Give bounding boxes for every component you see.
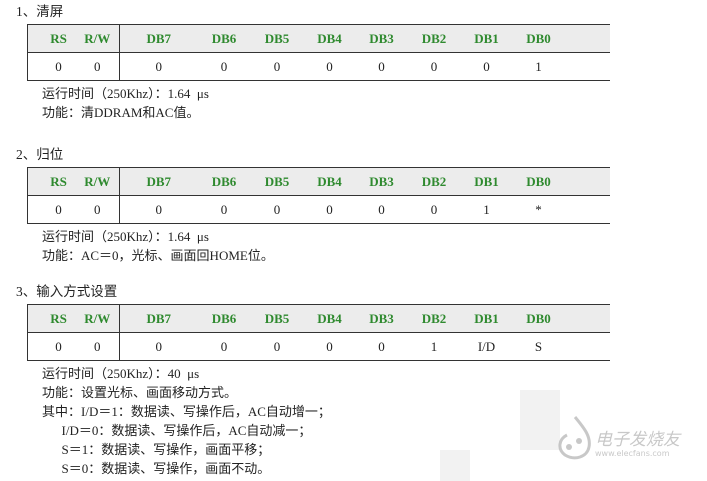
header-row: RS R/W DB7 DB6 DB5 DB4 DB3 DB2 DB1 DB0 bbox=[27, 304, 610, 333]
bit-value: 0 bbox=[119, 332, 198, 361]
description-line: I/D＝0：数据读、写操作后，AC自动减一； bbox=[42, 423, 312, 438]
bit-value: 1 bbox=[512, 52, 565, 81]
bit-value: I/D bbox=[460, 332, 513, 361]
bit-value: 0 bbox=[197, 52, 251, 81]
column-header: DB5 bbox=[250, 304, 304, 333]
bit-value: S bbox=[512, 332, 565, 361]
section-title: 2、归位 bbox=[16, 147, 64, 162]
bit-value: 0 bbox=[119, 52, 198, 81]
watermark-block bbox=[520, 390, 560, 450]
section-title: 1、清屏 bbox=[16, 4, 64, 19]
column-header: R/W bbox=[75, 24, 120, 53]
bit-value: 0 bbox=[197, 332, 251, 361]
description-line: 功能：清DDRAM和AC值。 bbox=[42, 105, 200, 120]
bit-value: 0 bbox=[250, 52, 304, 81]
description-line: 运行时间（250Khz）：1.64 μs bbox=[42, 86, 209, 101]
column-header: DB5 bbox=[250, 167, 304, 196]
watermark-logo: 电子发烧友 www.elecfans.com bbox=[555, 415, 680, 465]
bit-value: 0 bbox=[407, 52, 461, 81]
description-line: 功能：AC＝0，光标、画面回HOME位。 bbox=[42, 248, 274, 263]
column-header: DB4 bbox=[303, 304, 356, 333]
column-header: R/W bbox=[75, 167, 120, 196]
watermark-name: 电子发烧友 bbox=[595, 430, 680, 449]
bit-value: 0 bbox=[303, 332, 356, 361]
column-header: RS bbox=[41, 167, 76, 196]
column-header: DB4 bbox=[303, 24, 356, 53]
column-header: DB2 bbox=[407, 24, 461, 53]
value-row: 0 0 0 0 0 0 0 1 I/D S bbox=[27, 332, 610, 361]
bit-value: 0 bbox=[41, 332, 76, 361]
bit-value: 0 bbox=[41, 195, 76, 224]
section-title: 3、输入方式设置 bbox=[16, 284, 118, 299]
column-header: DB0 bbox=[512, 304, 565, 333]
bit-value: 0 bbox=[303, 195, 356, 224]
column-header: DB3 bbox=[355, 304, 408, 333]
column-header: DB2 bbox=[407, 304, 461, 333]
bit-value: 0 bbox=[460, 52, 513, 81]
description-line: 运行时间（250Khz）：40 μs bbox=[42, 366, 200, 381]
column-header: R/W bbox=[75, 304, 120, 333]
header-row: RS R/W DB7 DB6 DB5 DB4 DB3 DB2 DB1 DB0 bbox=[27, 167, 610, 196]
bit-value: 0 bbox=[41, 52, 76, 81]
watermark-url: www.elecfans.com bbox=[595, 449, 670, 458]
bit-value: 0 bbox=[197, 195, 251, 224]
instruction-table: RS R/W DB7 DB6 DB5 DB4 DB3 DB2 DB1 DB0 0 0 0 0 0 0 0 0 1 * bbox=[27, 167, 610, 224]
column-header: DB3 bbox=[355, 167, 408, 196]
description-line: S＝1：数据读、写操作，画面平移； bbox=[42, 442, 271, 457]
description-line: 功能：设置光标、画面移动方式。 bbox=[42, 385, 238, 400]
watermark-block bbox=[440, 450, 470, 481]
instruction-table: RS R/W DB7 DB6 DB5 DB4 DB3 DB2 DB1 DB0 0 0 0 0 0 0 0 1 I/D… bbox=[27, 304, 610, 361]
column-header: DB7 bbox=[119, 24, 198, 53]
column-header: DB2 bbox=[407, 167, 461, 196]
bit-value: 0 bbox=[75, 52, 120, 81]
column-header: RS bbox=[41, 304, 76, 333]
column-header: DB3 bbox=[355, 24, 408, 53]
column-header: DB6 bbox=[197, 24, 251, 53]
column-header: DB7 bbox=[119, 167, 198, 196]
bit-value: 0 bbox=[303, 52, 356, 81]
description-line: S＝0：数据读、写操作，画面不动。 bbox=[42, 461, 271, 476]
logo-icon bbox=[558, 416, 591, 460]
value-row: 0 0 0 0 0 0 0 0 1 * bbox=[27, 195, 610, 224]
bit-value: 1 bbox=[460, 195, 513, 224]
column-header: DB1 bbox=[460, 24, 513, 53]
column-header: DB4 bbox=[303, 167, 356, 196]
description-line: 运行时间（250Khz）：1.64 μs bbox=[42, 229, 209, 244]
bit-value: * bbox=[512, 195, 565, 224]
column-header: DB6 bbox=[197, 304, 251, 333]
description-line: 其中：I/D＝1：数据读、写操作后，AC自动增一； bbox=[42, 404, 331, 419]
instruction-table: RS R/W DB7 DB6 DB5 DB4 DB3 DB2 DB1 DB0 0 0 0 0 0 0 0 0 0 1 bbox=[27, 24, 610, 81]
column-header: RS bbox=[41, 24, 76, 53]
bit-value: 0 bbox=[119, 195, 198, 224]
bit-value: 0 bbox=[75, 332, 120, 361]
column-header: DB5 bbox=[250, 24, 304, 53]
column-header: DB0 bbox=[512, 167, 565, 196]
bit-value: 0 bbox=[355, 332, 408, 361]
column-header: DB6 bbox=[197, 167, 251, 196]
column-header: DB7 bbox=[119, 304, 198, 333]
bit-value: 0 bbox=[75, 195, 120, 224]
bit-value: 0 bbox=[355, 195, 408, 224]
column-header: DB1 bbox=[460, 304, 513, 333]
bit-value: 0 bbox=[355, 52, 408, 81]
column-header: DB1 bbox=[460, 167, 513, 196]
header-row: RS R/W DB7 DB6 DB5 DB4 DB3 DB2 DB1 DB0 bbox=[27, 24, 610, 53]
bit-value: 1 bbox=[407, 332, 461, 361]
bit-value: 0 bbox=[250, 195, 304, 224]
bit-value: 0 bbox=[407, 195, 461, 224]
column-header: DB0 bbox=[512, 24, 565, 53]
bit-value: 0 bbox=[250, 332, 304, 361]
